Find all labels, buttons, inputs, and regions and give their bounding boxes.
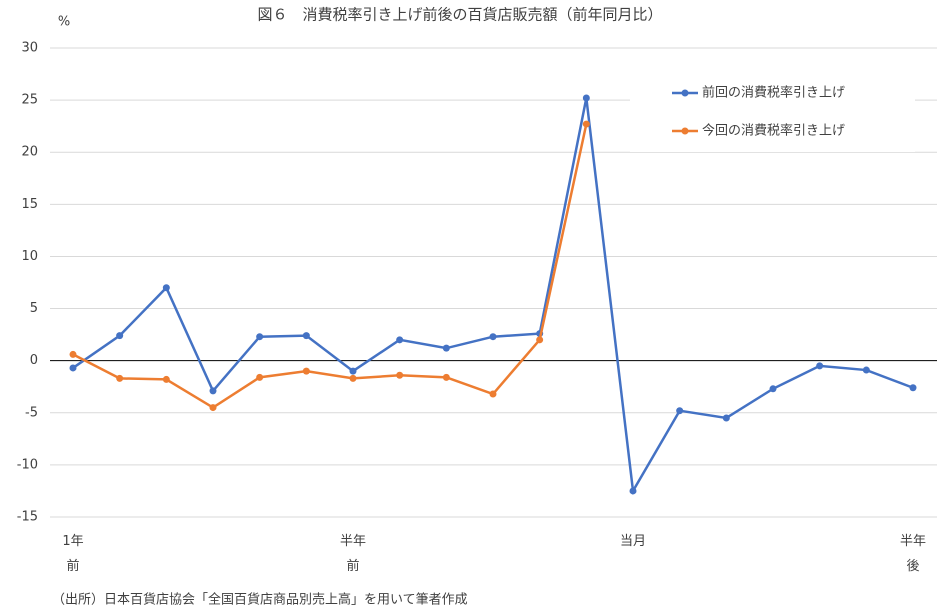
data-point — [676, 407, 684, 415]
data-point — [442, 344, 450, 352]
data-point — [162, 284, 170, 292]
y-tick-label: 20 — [21, 145, 38, 160]
data-point — [162, 375, 170, 383]
data-point — [349, 367, 357, 375]
data-point — [116, 374, 124, 382]
legend-box — [630, 70, 915, 152]
data-point — [69, 364, 77, 372]
data-point — [536, 336, 544, 344]
data-point — [349, 374, 357, 382]
data-point — [582, 120, 590, 128]
x-tick-label: 半年 前 — [339, 534, 366, 574]
data-point — [909, 384, 917, 392]
data-point — [256, 333, 264, 341]
data-point — [69, 350, 77, 358]
x-tick-label: 1年 前 — [62, 534, 84, 574]
legend-label: 今回の消費税率引き上げ — [702, 123, 845, 139]
y-tick-label: 15 — [21, 197, 38, 212]
data-point — [489, 333, 497, 341]
data-point — [302, 367, 310, 375]
data-point — [816, 362, 824, 370]
data-point — [396, 371, 404, 379]
series-line — [72, 97, 914, 495]
data-point — [209, 404, 217, 412]
data-point — [489, 390, 497, 398]
data-point — [722, 414, 730, 422]
data-point — [209, 387, 217, 395]
data-point — [629, 487, 637, 495]
data-point — [396, 336, 404, 344]
x-tick-label: 半年 後 — [899, 534, 926, 574]
chart-title: 図６ 消費税率引き上げ前後の百貨店販売額（前年同月比） — [257, 6, 662, 24]
data-point — [862, 366, 870, 374]
y-tick-label: 25 — [21, 93, 38, 108]
y-tick-label: 0 — [30, 353, 38, 368]
y-tick-label: -10 — [17, 457, 38, 472]
source-note: （出所）日本百貨店協会「全国百貨店商品別売上高」を用いて筆者作成 — [52, 592, 468, 608]
data-point — [256, 373, 264, 381]
data-point — [302, 332, 310, 340]
y-tick-label: -5 — [25, 405, 38, 420]
data-point — [769, 385, 777, 393]
y-tick-label: -15 — [17, 510, 38, 525]
y-unit: % — [58, 15, 70, 30]
x-tick-label: 当月 — [619, 534, 646, 549]
data-point — [442, 373, 450, 381]
legend-swatch-dot — [681, 89, 689, 97]
legend-swatch-dot — [681, 127, 689, 135]
data-point — [582, 94, 590, 102]
y-tick-label: 30 — [21, 41, 38, 56]
y-tick-label: 10 — [21, 249, 38, 264]
data-point — [116, 332, 124, 340]
legend-label: 前回の消費税率引き上げ — [702, 85, 845, 101]
series-line — [72, 123, 588, 410]
y-tick-label: 5 — [30, 301, 38, 316]
